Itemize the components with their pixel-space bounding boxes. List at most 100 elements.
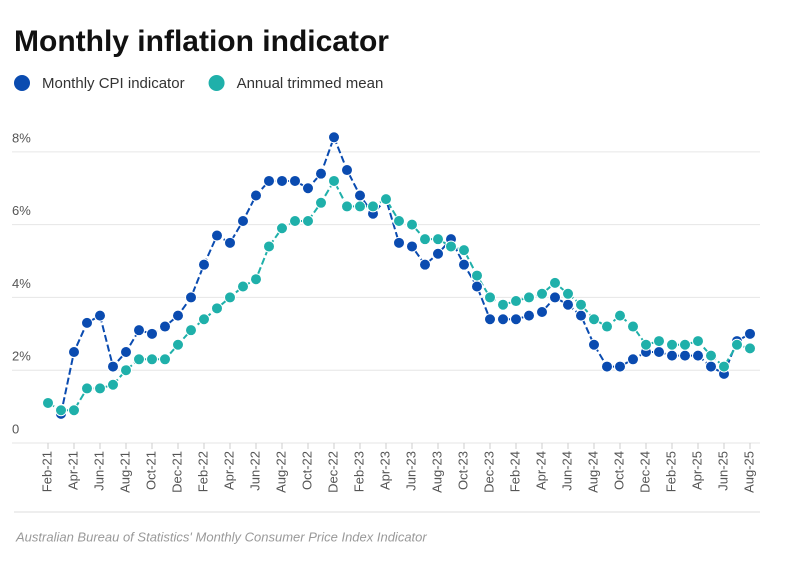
point	[276, 222, 288, 235]
x-tick-label: Apr-25	[689, 451, 704, 490]
point	[705, 360, 717, 373]
point	[146, 353, 158, 366]
point	[185, 324, 197, 337]
x-tick-label: Aug-24	[585, 451, 600, 493]
point	[549, 291, 561, 304]
point	[133, 324, 145, 337]
x-tick-label: Aug-22	[273, 451, 288, 493]
point	[68, 404, 80, 417]
point	[575, 298, 587, 311]
point	[315, 167, 327, 180]
series-line	[60, 134, 751, 415]
point	[380, 193, 392, 206]
legend-label: Monthly CPI indicator	[42, 75, 185, 92]
point	[185, 291, 197, 304]
point	[458, 244, 470, 257]
x-tick-label: Dec-21	[169, 451, 184, 493]
point	[432, 247, 444, 260]
point	[120, 364, 132, 377]
point	[354, 189, 366, 202]
x-tick-label: Aug-25	[741, 451, 756, 493]
x-tick-label: Oct-23	[455, 451, 470, 490]
x-tick-label: Oct-22	[299, 451, 314, 490]
legend-marker	[14, 75, 30, 91]
point	[471, 269, 483, 282]
x-tick-label: Jun-21	[91, 451, 106, 491]
point	[289, 174, 301, 187]
x-tick-label: Jun-25	[715, 451, 730, 491]
point	[653, 346, 665, 359]
point	[692, 335, 704, 348]
point	[263, 240, 275, 253]
point	[523, 309, 535, 322]
point	[614, 360, 626, 373]
source: Australian Bureau of Statistics' Monthly…	[15, 529, 427, 544]
point	[562, 298, 574, 311]
point	[731, 338, 743, 351]
x-tick-label: Oct-21	[143, 451, 158, 490]
point	[562, 287, 574, 300]
point	[120, 346, 132, 359]
point	[276, 174, 288, 187]
point	[679, 349, 691, 362]
point	[107, 378, 119, 391]
point	[705, 349, 717, 362]
y-tick-label: 6%	[12, 203, 31, 218]
point	[588, 338, 600, 351]
x-tick-label: Apr-21	[65, 451, 80, 490]
point	[549, 276, 561, 289]
x-tick-label: Apr-22	[221, 451, 236, 490]
point	[224, 236, 236, 249]
point	[653, 335, 665, 348]
point	[601, 360, 613, 373]
point	[159, 320, 171, 333]
point	[614, 309, 626, 322]
x-tick-label: Feb-21	[39, 451, 54, 492]
x-tick-label: Apr-24	[533, 451, 548, 490]
point	[393, 236, 405, 249]
point	[523, 291, 535, 304]
point	[679, 338, 691, 351]
x-tick-label: Jun-24	[559, 451, 574, 491]
point	[250, 189, 262, 202]
point	[302, 214, 314, 227]
legend-marker	[208, 75, 225, 91]
point	[211, 302, 223, 315]
point	[94, 309, 106, 322]
y-tick-label: 2%	[12, 349, 31, 364]
point	[510, 295, 522, 308]
point	[237, 280, 249, 293]
point	[497, 298, 509, 311]
point	[341, 164, 353, 177]
x-tick-label: Jun-23	[403, 451, 418, 491]
point	[328, 131, 340, 144]
chart-title: Monthly inflation indicator	[14, 25, 389, 58]
x-tick-label: Jun-22	[247, 451, 262, 491]
point	[393, 214, 405, 227]
point	[484, 313, 496, 326]
point	[341, 200, 353, 213]
x-tick-label: Feb-22	[195, 451, 210, 492]
point	[406, 240, 418, 253]
point	[42, 396, 54, 409]
point	[133, 353, 145, 366]
y-tick-label: 4%	[12, 276, 31, 291]
point	[458, 258, 470, 271]
point	[302, 182, 314, 195]
point	[510, 313, 522, 326]
x-tick-label: Dec-24	[637, 451, 652, 493]
x-tick-label: Aug-21	[117, 451, 132, 493]
point	[640, 338, 652, 351]
point	[536, 287, 548, 300]
point	[666, 349, 678, 362]
point	[289, 214, 301, 227]
x-tick-label: Feb-23	[351, 451, 366, 492]
point	[211, 229, 223, 242]
point	[744, 342, 756, 355]
point	[666, 338, 678, 351]
x-tick-label: Oct-24	[611, 451, 626, 490]
point	[315, 196, 327, 209]
point	[81, 382, 93, 395]
point	[406, 218, 418, 231]
point	[81, 316, 93, 329]
